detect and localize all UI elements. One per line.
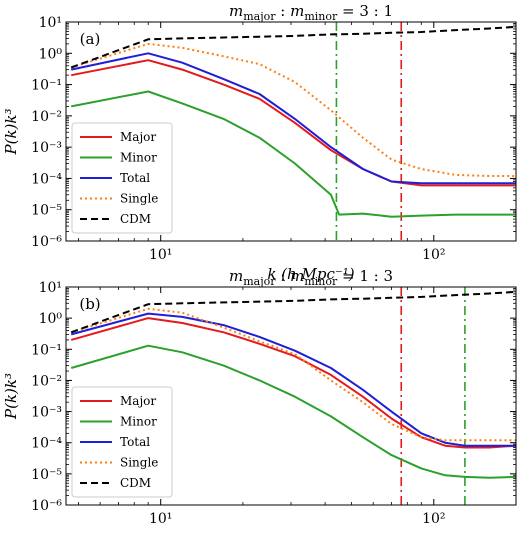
legend-box — [71, 386, 173, 498]
y-tick-label: 10⁰ — [39, 311, 63, 327]
legend-label-single: Single — [120, 456, 158, 470]
y-tick-label: 10⁻⁶ — [31, 498, 62, 514]
legend-label-minor: Minor — [120, 415, 157, 429]
y-tick-label: 10⁻³ — [31, 140, 62, 156]
series-line-cdm — [70, 290, 516, 334]
y-tick-label: 10⁻⁴ — [31, 436, 62, 452]
legend-box — [71, 122, 173, 234]
y-axis-label: P(k)k³ — [2, 373, 20, 420]
panel-label: (a) — [80, 30, 101, 48]
y-tick-label: 10⁻³ — [31, 405, 62, 421]
series-line-total — [70, 312, 516, 447]
y-tick-label: 10⁰ — [39, 46, 63, 62]
legend-label-total: Total — [120, 435, 150, 449]
legend-label-major: Major — [120, 394, 156, 408]
series-line-minor — [71, 90, 516, 218]
x-axis-label: k (h Mpc⁻¹) — [267, 265, 354, 283]
panel-title: mmajor : mminor = 1 : 3 — [229, 267, 393, 288]
series-line-major — [70, 317, 516, 449]
legend-label-single: Single — [120, 192, 158, 206]
x-tick-label: 10² — [422, 247, 445, 263]
legend-label-cdm: CDM — [120, 476, 151, 490]
series-line-minor — [70, 344, 516, 479]
y-tick-label: 10⁻¹ — [31, 78, 62, 94]
y-axis-label: P(k)k³ — [2, 109, 20, 156]
y-tick-label: 10⁻⁴ — [31, 171, 62, 187]
y-tick-label: 10¹ — [39, 280, 62, 296]
axes-frame — [65, 286, 517, 506]
legend-label-minor: Minor — [120, 151, 157, 165]
y-tick-label: 10⁻² — [31, 109, 62, 125]
x-tick-label: 10¹ — [149, 511, 172, 527]
y-tick-label: 10⁻² — [31, 373, 62, 389]
axes-frame — [65, 21, 517, 242]
y-tick-label: 10⁻⁵ — [31, 467, 62, 483]
y-tick-label: 10⁻⁵ — [31, 203, 62, 219]
y-tick-label: 10¹ — [39, 15, 62, 31]
series-line-major — [71, 59, 516, 187]
series-line-total — [70, 52, 516, 185]
legend-label-cdm: CDM — [120, 212, 151, 226]
x-tick-label: 10¹ — [149, 247, 172, 263]
panel-label: (b) — [79, 295, 100, 313]
series-line-cdm — [70, 25, 516, 69]
legend-label-major: Major — [120, 130, 156, 144]
legend-label-total: Total — [120, 171, 150, 185]
y-tick-label: 10⁻⁶ — [31, 234, 62, 250]
x-tick-label: 10² — [422, 511, 445, 527]
y-tick-label: 10⁻¹ — [31, 342, 62, 358]
panel-title: mmajor : mminor = 3 : 1 — [229, 2, 393, 23]
